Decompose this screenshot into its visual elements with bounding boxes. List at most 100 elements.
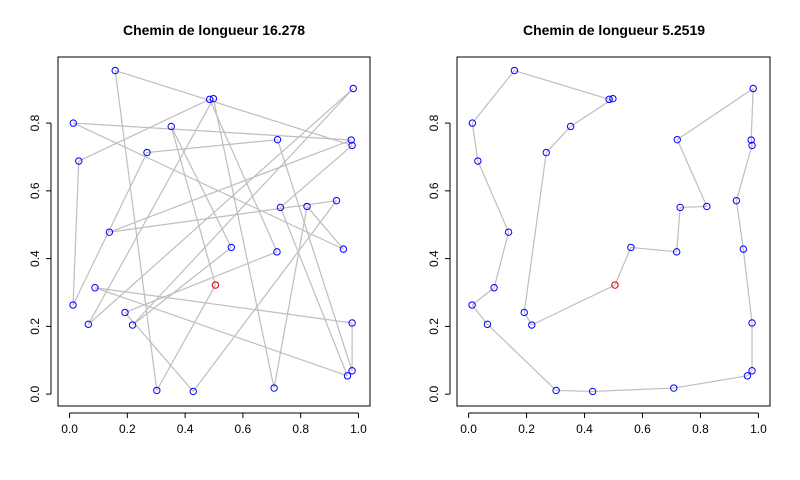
data-point-left [91, 284, 99, 292]
path-segment-right [471, 70, 515, 124]
path-segment-left [73, 122, 352, 141]
data-point-right [483, 320, 492, 329]
data-point-right [747, 136, 755, 144]
path-segment-left [212, 98, 275, 389]
start-point-right [611, 281, 619, 289]
x-tick-label-left: 0.4 [177, 422, 194, 436]
path-segment-left [279, 207, 349, 377]
y-tick-label-right: 0.2 [427, 318, 441, 335]
data-point-left [121, 308, 129, 317]
path-segment-right [630, 246, 677, 253]
data-point-left [276, 203, 285, 212]
chart-title-right: Chemin de longueur 5.2519 [523, 22, 705, 38]
path-segment-left [94, 287, 348, 377]
path-segment-left [170, 126, 217, 286]
data-point-left [303, 202, 311, 211]
x-tick-label-right: 0.0 [460, 422, 477, 436]
x-tick-label-right: 0.4 [576, 422, 593, 436]
path-segment-right [471, 287, 495, 306]
data-point-right [490, 284, 498, 292]
path-segment-right [545, 126, 572, 153]
path-segment-right [523, 312, 533, 326]
y-tick-label-left: 0.6 [28, 182, 42, 199]
data-point-left [69, 119, 78, 127]
path-segment-right [680, 205, 707, 209]
path-segment-left [114, 70, 158, 391]
data-point-left [273, 248, 281, 256]
path-segment-left [146, 139, 278, 154]
data-point-right [474, 157, 482, 165]
path-segment-left [273, 206, 308, 389]
path-segment-right [614, 247, 632, 286]
path-segment-right [742, 249, 753, 324]
path-segment-left [115, 69, 353, 147]
path-segment-left [87, 88, 354, 325]
data-point-left [69, 301, 77, 309]
data-point-left [209, 94, 218, 103]
path-segment-left [87, 98, 214, 325]
path-segment-right [556, 389, 593, 393]
path-segment-right [676, 88, 754, 141]
data-point-right [609, 94, 617, 103]
data-point-left [143, 148, 151, 157]
data-point-right [566, 122, 575, 131]
data-point-left [347, 136, 355, 144]
path-segment-left [209, 99, 278, 253]
plot-frame-left [57, 56, 371, 407]
path-segment-left [132, 88, 354, 326]
path-segment-left [280, 144, 353, 208]
path-segment-left [94, 287, 353, 324]
data-point-right [670, 384, 678, 392]
data-point-right [748, 367, 756, 375]
path-segment-right [676, 139, 708, 207]
data-point-left [75, 157, 83, 165]
path-segment-right [523, 152, 547, 313]
y-tick-label-left: 0.0 [28, 385, 42, 402]
data-point-right [676, 203, 684, 212]
y-tick-label-right: 0.0 [427, 385, 441, 402]
data-point-right [748, 319, 756, 327]
data-point-left [167, 122, 175, 131]
x-tick-label-right: 0.2 [518, 422, 535, 436]
x-tick-label-left: 1.0 [350, 422, 367, 436]
plot-frame-right [456, 56, 771, 407]
data-point-right [748, 141, 756, 150]
data-point-right [468, 119, 477, 127]
data-point-left [189, 387, 197, 396]
y-tick-label-left: 0.2 [28, 318, 42, 335]
data-point-right [468, 301, 476, 309]
path-segment-left [124, 312, 194, 392]
data-point-right [552, 386, 560, 395]
start-point-left [211, 281, 220, 289]
data-point-left [111, 66, 119, 75]
data-point-left [84, 320, 93, 329]
y-tick-label-right: 0.6 [427, 182, 441, 199]
data-point-right [732, 196, 741, 205]
x-tick-label-left: 0.0 [61, 422, 78, 436]
data-point-left [128, 321, 137, 329]
path-segment-right [570, 98, 614, 127]
path-segment-right [735, 145, 753, 201]
data-point-left [349, 84, 357, 93]
path-segment-left [276, 139, 353, 371]
path-segment-right [592, 387, 674, 393]
path-segment-left [124, 251, 278, 314]
path-segment-left [156, 284, 216, 391]
data-point-left [270, 384, 278, 392]
data-point-right [542, 148, 550, 157]
data-point-left [348, 367, 356, 375]
y-tick-label-right: 0.8 [427, 114, 441, 131]
data-point-right [673, 135, 681, 144]
data-point-right [749, 84, 757, 93]
data-point-left [332, 196, 341, 205]
path-segment-right [471, 122, 479, 162]
data-point-left [273, 135, 282, 144]
path-segment-right [471, 304, 488, 325]
path-segment-left [73, 122, 344, 250]
path-segment-right [487, 323, 557, 391]
path-segment-right [750, 88, 754, 141]
data-point-left [105, 228, 114, 236]
data-point-right [510, 66, 519, 75]
x-tick-label-right: 1.0 [750, 422, 767, 436]
